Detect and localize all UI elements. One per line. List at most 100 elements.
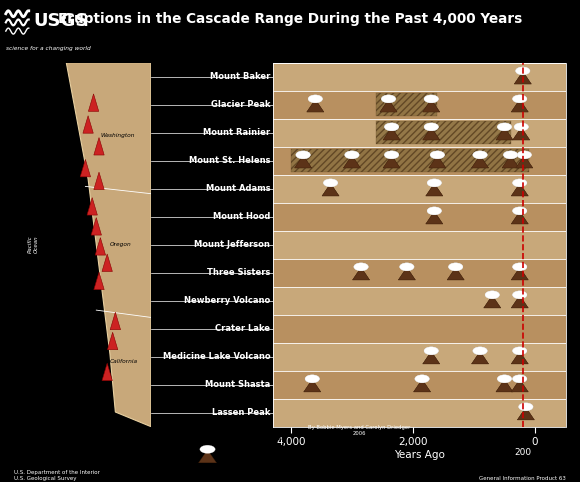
Ellipse shape — [485, 291, 499, 299]
Text: Washington: Washington — [101, 133, 135, 138]
Polygon shape — [414, 379, 430, 392]
Ellipse shape — [381, 95, 396, 103]
Polygon shape — [107, 332, 118, 350]
Polygon shape — [343, 155, 360, 168]
Polygon shape — [511, 212, 528, 224]
Text: Mount Jefferson: Mount Jefferson — [194, 240, 270, 249]
Polygon shape — [353, 268, 369, 280]
Polygon shape — [511, 295, 528, 308]
Ellipse shape — [517, 151, 532, 159]
Polygon shape — [514, 71, 531, 84]
Ellipse shape — [385, 151, 399, 159]
Polygon shape — [295, 155, 311, 168]
Polygon shape — [447, 268, 464, 280]
Polygon shape — [94, 172, 104, 189]
Polygon shape — [423, 99, 440, 112]
Ellipse shape — [497, 375, 512, 383]
Polygon shape — [511, 99, 528, 112]
Ellipse shape — [514, 123, 528, 131]
Ellipse shape — [424, 95, 438, 103]
Ellipse shape — [354, 263, 368, 271]
Bar — [291, 149, 529, 173]
Ellipse shape — [513, 179, 527, 187]
Text: USGS: USGS — [34, 13, 89, 30]
Text: Glacier Peak: Glacier Peak — [211, 100, 270, 109]
Polygon shape — [383, 127, 400, 140]
Bar — [273, 315, 566, 343]
Polygon shape — [94, 272, 104, 290]
Text: Three Sisters: Three Sisters — [207, 268, 270, 277]
Ellipse shape — [427, 207, 441, 215]
Polygon shape — [511, 351, 528, 364]
Polygon shape — [514, 71, 531, 84]
Ellipse shape — [516, 67, 530, 75]
Polygon shape — [472, 351, 488, 364]
Polygon shape — [88, 94, 99, 111]
Ellipse shape — [473, 151, 487, 159]
Polygon shape — [429, 155, 446, 168]
Bar — [273, 63, 566, 91]
Ellipse shape — [513, 263, 527, 271]
Ellipse shape — [517, 151, 532, 159]
Ellipse shape — [513, 179, 527, 187]
Polygon shape — [383, 155, 400, 168]
Polygon shape — [511, 183, 528, 196]
Polygon shape — [496, 379, 513, 392]
Ellipse shape — [345, 151, 359, 159]
Polygon shape — [307, 99, 324, 112]
Polygon shape — [322, 183, 339, 196]
Ellipse shape — [415, 375, 429, 383]
Ellipse shape — [427, 179, 441, 187]
Ellipse shape — [308, 95, 322, 103]
Ellipse shape — [345, 151, 359, 159]
Bar — [273, 287, 566, 315]
Polygon shape — [472, 155, 488, 168]
Text: Medicine Lake Volcano: Medicine Lake Volcano — [162, 352, 270, 361]
Ellipse shape — [296, 151, 310, 159]
Ellipse shape — [513, 291, 527, 299]
Ellipse shape — [516, 67, 530, 75]
Polygon shape — [423, 351, 440, 364]
Bar — [273, 119, 566, 147]
Polygon shape — [511, 351, 528, 364]
Polygon shape — [516, 155, 533, 168]
Polygon shape — [484, 295, 501, 308]
Polygon shape — [304, 379, 321, 392]
Ellipse shape — [427, 179, 441, 187]
Polygon shape — [307, 99, 324, 112]
Polygon shape — [383, 155, 400, 168]
Polygon shape — [426, 183, 443, 196]
Polygon shape — [383, 127, 400, 140]
Ellipse shape — [485, 291, 499, 299]
Ellipse shape — [473, 151, 487, 159]
Polygon shape — [472, 155, 488, 168]
Ellipse shape — [381, 95, 396, 103]
Ellipse shape — [424, 123, 438, 131]
Polygon shape — [343, 155, 360, 168]
Text: Crater Lake: Crater Lake — [215, 324, 270, 333]
Text: Eruptions in the Cascade Range During the Past 4,000 Years: Eruptions in the Cascade Range During th… — [58, 12, 522, 26]
Polygon shape — [380, 99, 397, 112]
Text: Mount Shasta: Mount Shasta — [205, 380, 270, 389]
Polygon shape — [423, 127, 440, 140]
Ellipse shape — [430, 151, 445, 159]
Ellipse shape — [519, 403, 533, 411]
Bar — [273, 399, 566, 427]
Polygon shape — [380, 99, 397, 112]
Polygon shape — [502, 155, 519, 168]
Polygon shape — [511, 99, 528, 112]
X-axis label: Years Ago: Years Ago — [394, 450, 444, 460]
Polygon shape — [102, 363, 113, 381]
Bar — [273, 174, 566, 202]
Text: Mount Adams: Mount Adams — [205, 184, 270, 193]
Polygon shape — [496, 127, 513, 140]
Polygon shape — [511, 379, 528, 392]
Ellipse shape — [448, 263, 463, 271]
Ellipse shape — [513, 375, 527, 383]
Polygon shape — [87, 198, 97, 215]
Bar — [273, 91, 566, 119]
Ellipse shape — [430, 151, 445, 159]
Text: Mount Hood: Mount Hood — [213, 212, 270, 221]
Text: Mount Rainier: Mount Rainier — [203, 128, 270, 137]
Polygon shape — [511, 379, 528, 392]
